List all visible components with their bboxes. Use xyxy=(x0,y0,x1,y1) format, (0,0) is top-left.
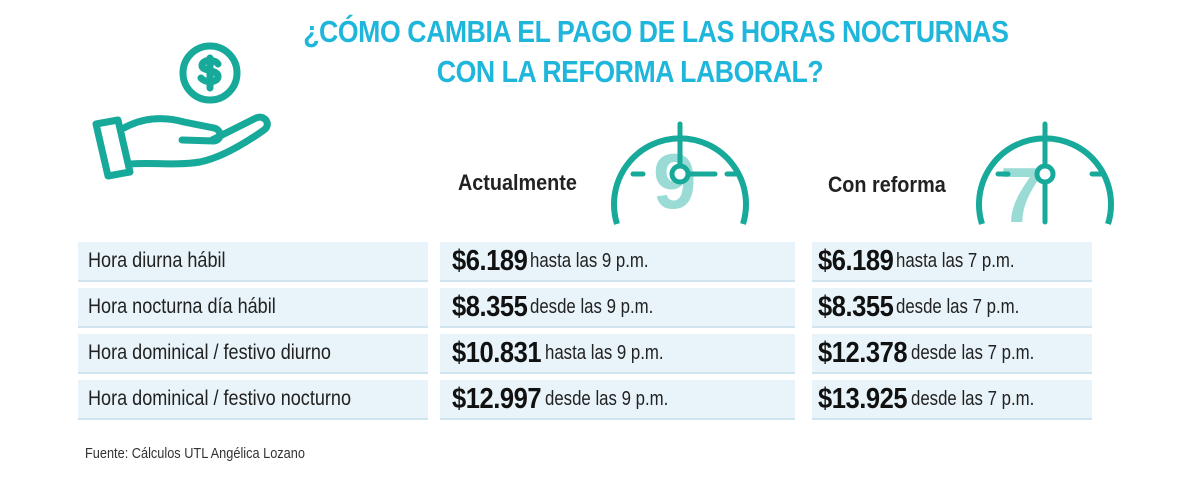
reform-note: desde las 7 p.m. xyxy=(911,341,1035,364)
clock-reform-digit: 7 xyxy=(1000,151,1043,239)
title-line-1: ¿CÓMO CAMBIA EL PAGO DE LAS HORAS NOCTUR… xyxy=(303,14,1009,49)
clock-7-icon: 7 xyxy=(976,121,1114,239)
current-note: hasta las 9 p.m. xyxy=(545,341,664,364)
clock-9-icon: 9 xyxy=(611,121,749,225)
row-label-cell: Hora dominical / festivo diurno xyxy=(78,334,428,374)
page-title: ¿CÓMO CAMBIA EL PAGO DE LAS HORAS NOCTUR… xyxy=(303,12,1009,92)
current-pay-cell: $6.189 hasta las 9 p.m. xyxy=(440,242,795,282)
current-note: desde las 9 p.m. xyxy=(545,387,669,410)
current-note: hasta las 9 p.m. xyxy=(529,249,649,272)
column-header-reform: Con reforma xyxy=(828,172,946,197)
row-label-cell: Hora dominical / festivo nocturno xyxy=(78,380,428,420)
reform-amount: $13.925 xyxy=(818,382,908,415)
row-label: Hora diurna hábil xyxy=(88,249,226,272)
reform-pay-cell: $12.378 desde las 7 p.m. xyxy=(812,334,1092,374)
row-label: Hora dominical / festivo nocturno xyxy=(88,387,351,410)
current-pay-cell: $10.831 hasta las 9 p.m. xyxy=(440,334,795,374)
table-row: Hora diurna hábil $6.189 hasta las 9 p.m.… xyxy=(78,242,1092,284)
title-line-2: CON LA REFORMA LABORAL? xyxy=(436,54,824,89)
reform-amount: $12.378 xyxy=(818,336,908,369)
reform-pay-cell: $8.355 desde las 7 p.m. xyxy=(812,288,1092,328)
row-label: Hora nocturna día hábil xyxy=(88,295,276,318)
current-amount: $12.997 xyxy=(452,382,542,415)
reform-amount: $6.189 xyxy=(818,244,894,277)
reform-note: desde las 7 p.m. xyxy=(895,295,1019,318)
row-label: Hora dominical / festivo diurno xyxy=(88,341,331,364)
reform-pay-cell: $13.925 desde las 7 p.m. xyxy=(812,380,1092,420)
table-row: Hora dominical / festivo nocturno $12.99… xyxy=(78,380,1092,422)
hand-holding-dollar-icon xyxy=(92,42,271,180)
current-note: desde las 9 p.m. xyxy=(529,295,653,318)
source-note: Fuente: Cálculos UTL Angélica Lozano xyxy=(85,445,305,462)
reform-amount: $8.355 xyxy=(818,290,894,323)
current-amount: $8.355 xyxy=(452,290,528,323)
column-header-current: Actualmente xyxy=(458,170,577,195)
current-pay-cell: $8.355 desde las 9 p.m. xyxy=(440,288,795,328)
row-label-cell: Hora nocturna día hábil xyxy=(78,288,428,328)
current-amount: $6.189 xyxy=(452,244,528,277)
table-row: Hora dominical / festivo diurno $10.831 h… xyxy=(78,334,1092,376)
table-row: Hora nocturna día hábil $8.355 desde las … xyxy=(78,288,1092,330)
current-amount: $10.831 xyxy=(452,336,542,369)
reform-note: hasta las 7 p.m. xyxy=(895,249,1015,272)
reform-note: desde las 7 p.m. xyxy=(911,387,1035,410)
current-pay-cell: $12.997 desde las 9 p.m. xyxy=(440,380,795,420)
row-label-cell: Hora diurna hábil xyxy=(78,242,428,282)
reform-pay-cell: $6.189 hasta las 7 p.m. xyxy=(812,242,1092,282)
